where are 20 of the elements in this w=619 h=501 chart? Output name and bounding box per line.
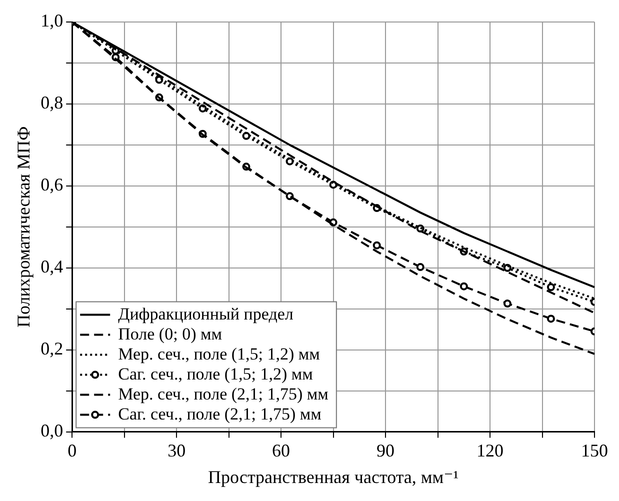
x-tick-label: 30 — [168, 440, 186, 460]
y-tick-label: 0,8 — [40, 92, 64, 113]
y-tick-label: 0,4 — [40, 256, 64, 277]
legend-label: Мер. сеч., поле (2,1; 1,75) мм — [118, 384, 329, 404]
x-tick-label: 120 — [476, 440, 504, 460]
legend-label: Мер. сеч., поле (1,5; 1,2) мм — [118, 344, 320, 364]
legend-label: Саг. сеч., поле (2,1; 1,75) мм — [118, 404, 322, 424]
legend-label: Поле (0; 0) мм — [118, 324, 222, 344]
x-tick-label: 0 — [68, 440, 77, 460]
y-tick-label: 0,2 — [40, 338, 64, 359]
x-tick-label: 90 — [376, 440, 395, 460]
x-tick-label: 150 — [581, 440, 608, 460]
y-tick-label: 1,0 — [40, 10, 64, 31]
legend-label: Дифракционный предел — [118, 304, 294, 324]
x-tick-label: 60 — [272, 440, 290, 460]
x-axis-title: Пространственная частота, мм⁻¹ — [208, 466, 459, 487]
y-tick-label: 0,6 — [40, 174, 64, 195]
y-axis-title: Полихроматическая МПФ — [14, 126, 34, 328]
legend-label: Саг. сеч., поле (1,5; 1,2) мм — [118, 364, 314, 384]
y-tick-label: 0,0 — [40, 420, 64, 441]
